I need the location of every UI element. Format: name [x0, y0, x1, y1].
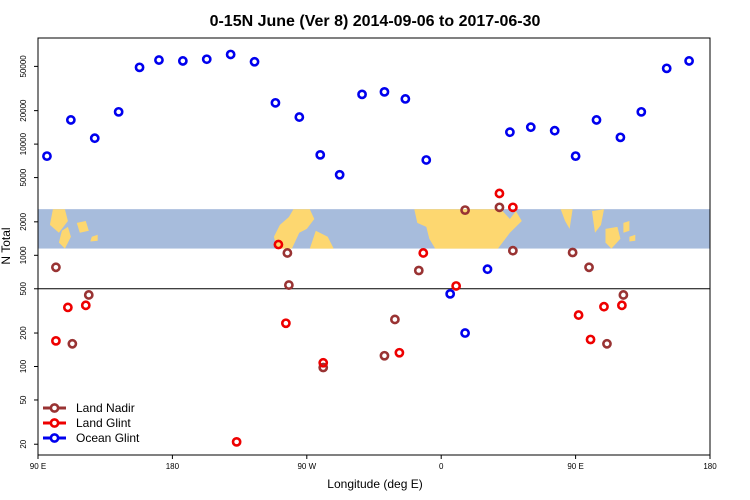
- ocean-glint-point: [525, 122, 536, 133]
- land-glint-point: [80, 300, 91, 311]
- y-tick-label: 5000: [19, 168, 28, 186]
- ocean-glint-point: [504, 127, 515, 138]
- x-axis-label: Longitude (deg E): [327, 477, 422, 491]
- ocean-glint-point: [294, 112, 305, 122]
- data-points: [42, 49, 694, 447]
- ocean-glint-point: [249, 56, 260, 67]
- legend-marker-ocean-glint: [49, 433, 60, 443]
- y-tick-label: 50: [19, 395, 28, 404]
- y-tick-label: 200: [19, 326, 28, 340]
- ocean-glint-point: [636, 106, 647, 117]
- ocean-glint-point: [270, 97, 281, 108]
- chart-title: 0-15N June (Ver 8) 2014-09-06 to 2017-06…: [210, 13, 541, 30]
- ocean-glint-point: [89, 133, 100, 144]
- ocean-glint-point: [177, 56, 188, 66]
- x-tick-label: 0: [439, 462, 444, 471]
- ocean-glint-point: [482, 264, 493, 275]
- land-nadir-point: [379, 350, 390, 361]
- x-tick-label: 180: [703, 462, 717, 471]
- legend-label-ocean-glint: Ocean Glint: [76, 431, 140, 445]
- legend-label-land-glint: Land Glint: [76, 416, 131, 430]
- ocean-glint-point: [400, 94, 411, 104]
- ocean-glint-point: [42, 151, 52, 162]
- ocean-glint-point: [549, 125, 560, 136]
- land-nadir-point: [51, 262, 61, 273]
- ocean-glint-point: [421, 155, 432, 165]
- legend-label-land-nadir: Land Nadir: [76, 401, 135, 415]
- land-glint-point: [573, 310, 584, 320]
- land-nadir-point: [460, 205, 470, 215]
- land-nadir-point: [83, 290, 94, 300]
- land-glint-point: [585, 334, 596, 345]
- land-nadir-point: [494, 202, 505, 213]
- land-glint-point: [616, 300, 627, 311]
- ocean-glint-point: [460, 328, 470, 338]
- y-axis: 20 50 100 200 500 1000 2000 5000 10000 20000 50000: [19, 55, 38, 449]
- land-nadir-point: [602, 338, 612, 349]
- y-tick-label: 2000: [19, 212, 28, 230]
- ocean-glint-point: [591, 115, 602, 125]
- x-axis: 90 E 180 90 W 0 90 E 180: [30, 455, 717, 471]
- land-glint-point: [418, 248, 429, 258]
- legend-marker-land-nadir: [49, 403, 60, 413]
- ocean-glint-point: [113, 106, 124, 117]
- land-nadir-point: [390, 314, 400, 325]
- legend-marker-land-glint: [49, 418, 60, 428]
- ocean-glint-point: [225, 49, 236, 60]
- land-glint-point: [62, 302, 73, 313]
- y-tick-label: 20: [19, 439, 28, 448]
- y-tick-label: 500: [19, 282, 28, 296]
- land-nadir-point: [567, 247, 578, 258]
- ocean-glint-point: [661, 63, 672, 74]
- ocean-glint-point: [570, 151, 581, 162]
- ocean-glint-point: [154, 55, 164, 65]
- land-glint-point: [394, 347, 405, 358]
- land-glint-point: [280, 318, 291, 329]
- land-glint-point: [451, 281, 462, 291]
- ocean-glint-point: [65, 115, 76, 125]
- land-nadir-point: [318, 362, 329, 373]
- y-tick-label: 1000: [19, 246, 28, 264]
- land-nadir-point: [413, 265, 424, 276]
- land-glint-point: [273, 239, 284, 250]
- ocean-glint-point: [134, 62, 145, 73]
- y-tick-label: 20000: [19, 99, 28, 122]
- y-axis-label: N Total: [0, 227, 13, 264]
- land-nadir-point: [282, 248, 293, 258]
- ocean-glint-point: [357, 89, 367, 100]
- ocean-glint-point: [615, 132, 626, 143]
- ocean-glint-point: [684, 56, 694, 66]
- land-nadir-point: [67, 338, 78, 349]
- x-tick-label: 90 E: [30, 462, 46, 471]
- land-nadir-point: [283, 280, 294, 290]
- plot-frame: [37, 37, 711, 456]
- world-map-band: [38, 209, 710, 249]
- x-tick-label: 90 E: [567, 462, 583, 471]
- land-glint-point: [507, 202, 518, 213]
- x-tick-label: 90 W: [297, 462, 316, 471]
- ocean-glint-point: [201, 54, 212, 65]
- land-glint-point: [599, 301, 609, 312]
- ocean-glint-point: [315, 149, 326, 160]
- land-glint-point: [318, 357, 329, 368]
- ocean-glint-point: [334, 169, 345, 180]
- y-tick-label: 100: [19, 359, 28, 373]
- land-nadir-point: [584, 262, 594, 273]
- y-tick-label: 10000: [19, 132, 28, 155]
- land-nadir-point: [618, 290, 629, 300]
- land-glint-point: [231, 436, 242, 447]
- ocean-glint-point: [379, 86, 390, 97]
- x-tick-label: 180: [166, 462, 180, 471]
- y-tick-label: 50000: [19, 55, 28, 78]
- land-nadir-point: [507, 245, 518, 256]
- land-glint-point: [494, 188, 505, 199]
- ocean-glint-point: [445, 288, 456, 299]
- land-glint-point: [51, 335, 61, 346]
